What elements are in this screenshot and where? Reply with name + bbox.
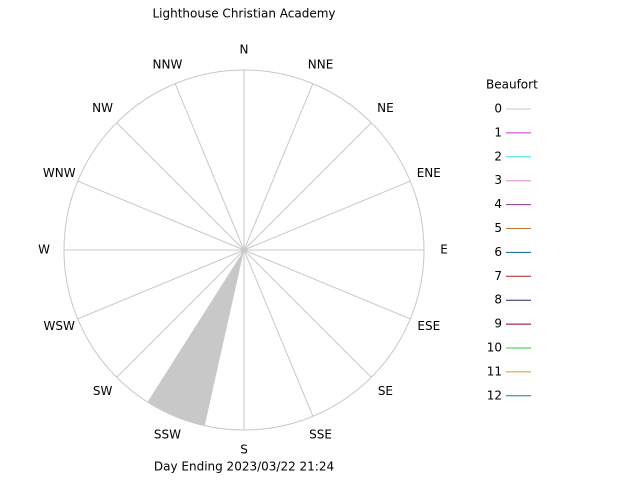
legend-label: 7 (494, 269, 502, 283)
wedges (147, 250, 244, 426)
spoke (243, 249, 372, 378)
direction-label: ENE (417, 166, 441, 180)
direction-label: NNW (153, 58, 183, 72)
legend-label: 2 (494, 149, 502, 163)
direction-label: NW (92, 101, 113, 115)
legend-label: 10 (487, 341, 502, 355)
spoke (243, 249, 411, 320)
direction-label: ESE (417, 319, 440, 333)
direction-label: SW (93, 384, 113, 398)
direction-label: NNE (308, 58, 334, 72)
legend-label: 8 (494, 293, 502, 307)
spoke (77, 249, 245, 320)
legend-label: 0 (494, 102, 502, 116)
legend-label: 1 (494, 125, 502, 139)
direction-label: WSW (44, 319, 75, 333)
spoke (243, 122, 372, 251)
legend-label: 5 (494, 221, 502, 235)
spoke (243, 83, 314, 251)
spoke (116, 122, 245, 251)
legend-label: 9 (494, 317, 502, 331)
direction-label: SSE (309, 427, 332, 441)
direction-label: SE (378, 384, 393, 398)
legend-label: 3 (494, 173, 502, 187)
direction-label: W (38, 243, 50, 257)
spoke (116, 249, 245, 378)
chart-footer: Day Ending 2023/03/22 21:24 (154, 460, 334, 474)
chart-title: Lighthouse Christian Academy (152, 7, 335, 21)
legend-label: 6 (494, 245, 502, 259)
direction-label: N (240, 43, 249, 57)
legend-title: Beaufort (486, 78, 538, 92)
spoke (174, 249, 245, 417)
spoke (243, 249, 314, 417)
direction-label: WNW (43, 166, 76, 180)
spoke (77, 180, 245, 251)
direction-label: S (240, 443, 248, 457)
legend-label: 11 (487, 364, 502, 378)
spoke (243, 180, 411, 251)
spoke (174, 83, 245, 251)
direction-label: NE (377, 101, 394, 115)
wedge (147, 250, 244, 426)
legend-label: 12 (487, 388, 502, 402)
direction-label: SSW (154, 427, 181, 441)
legend-label: 4 (494, 197, 502, 211)
direction-label: E (440, 243, 448, 257)
